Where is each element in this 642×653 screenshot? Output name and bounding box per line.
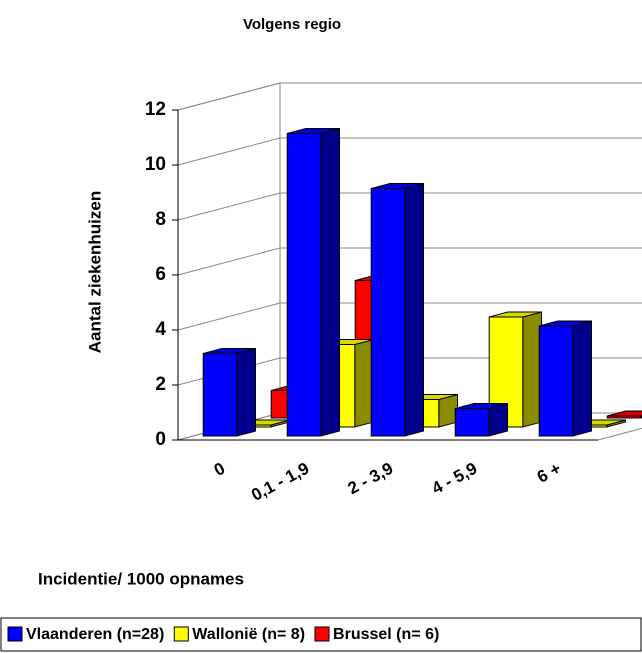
bar-front: [606, 415, 642, 419]
bar: [454, 402, 508, 437]
grid-line: [177, 247, 642, 276]
bar-front: [202, 353, 238, 437]
bar: [538, 320, 592, 437]
bar: [606, 410, 642, 419]
legend-swatch: [173, 626, 189, 642]
bar: [202, 347, 256, 437]
grid-line: [177, 302, 642, 331]
y-tick-label: 2: [155, 374, 166, 395]
legend-label: Wallonië (n= 8): [192, 626, 305, 643]
bar-side: [320, 127, 340, 437]
bar-side: [404, 182, 424, 437]
bar-side: [236, 347, 256, 437]
y-tick-label: 12: [145, 99, 166, 120]
legend-label: Brussel (n= 6): [333, 626, 439, 643]
y-tick-label: 0: [155, 429, 166, 450]
x-tick-label: 4 - 5,9: [429, 459, 480, 498]
bar-side: [354, 338, 374, 428]
bar-side: [488, 402, 508, 437]
bar-front: [538, 325, 574, 437]
bar: [370, 182, 424, 437]
y-tick-label: 6: [155, 264, 166, 285]
grid-line: [177, 137, 642, 166]
bar-side: [522, 311, 542, 428]
y-axis-title: Aantal ziekenhuizen: [85, 191, 104, 353]
bar: [286, 127, 340, 437]
bar-front: [454, 408, 490, 437]
legend-swatch: [7, 626, 23, 642]
legend-swatch: [314, 626, 330, 642]
bar-front: [286, 133, 322, 437]
chart-title: Volgens regio: [243, 16, 341, 33]
x-tick-label: 0,1 - 1,9: [248, 459, 312, 505]
x-tick-label: 0: [211, 459, 228, 480]
bar-side: [572, 320, 592, 437]
bar-side: [438, 393, 458, 428]
grid-line: [177, 82, 642, 111]
x-tick-label: 6 +: [534, 459, 564, 487]
x-tick-label: 2 - 3,9: [345, 459, 396, 498]
x-axis-title: Incidentie/ 1000 opnames: [38, 569, 244, 588]
y-tick-label: 4: [155, 319, 166, 340]
y-tick-label: 8: [155, 209, 166, 230]
grid-line: [177, 192, 642, 221]
bar-front: [370, 188, 406, 437]
legend-label: Vlaanderen (n=28): [26, 626, 164, 643]
y-tick-label: 10: [145, 154, 166, 175]
